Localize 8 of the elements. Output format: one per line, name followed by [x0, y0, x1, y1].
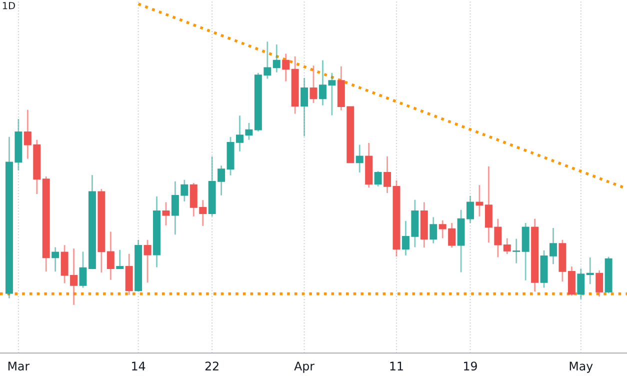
x-tick-label: Mar — [8, 362, 30, 371]
x-tick-label: 11 — [390, 362, 403, 370]
x-tick-label: 14 — [132, 362, 146, 370]
x-tick-label: May — [570, 362, 593, 373]
x-tick-label: Apr — [294, 362, 314, 373]
x-tick-label: 19 — [464, 362, 477, 371]
text: 1D — [2, 2, 15, 10]
x-tick-label: 22 — [205, 362, 218, 370]
